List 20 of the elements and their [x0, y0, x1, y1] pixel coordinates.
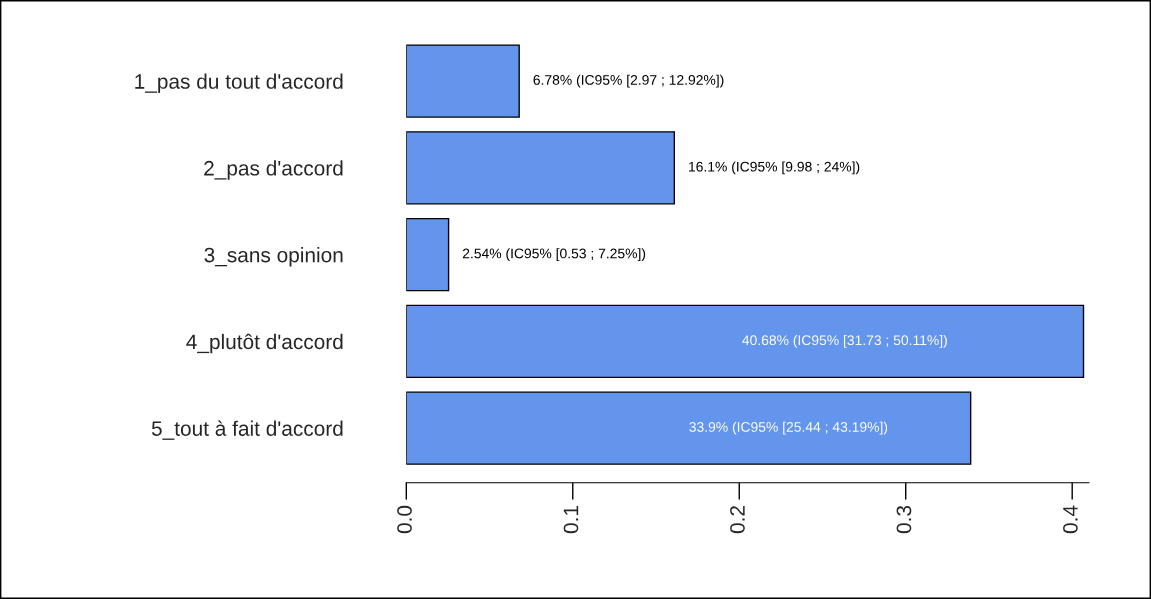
y-tick-label: 1_pas du tout d'accord — [135, 73, 343, 93]
bar — [406, 217, 450, 292]
y-tick-label: 2_pas d'accord — [204, 160, 343, 180]
data-label: 2.54% (IC95% [0.53 ; 7.25%]) — [462, 248, 646, 262]
data-label: 6.78% (IC95% [2.97 ; 12.92%]) — [533, 74, 724, 88]
bar — [406, 391, 972, 465]
data-label: 33.9% (IC95% [25.44 ; 43.19%]) — [689, 421, 888, 435]
x-tick-label: 0.2 — [730, 506, 745, 534]
x-tick-label: 0.0 — [397, 505, 412, 534]
x-tick-label: 0.3 — [896, 505, 912, 534]
data-label: 16.1% (IC95% [9.98 ; 24%]) — [689, 161, 860, 175]
y-tick-label: 5_tout à fait d'accord — [151, 420, 343, 440]
y-tick-label: 4_plutôt d'accord — [186, 333, 343, 354]
bar — [406, 44, 520, 118]
x-tick-label: 0.4 — [1063, 505, 1078, 534]
data-label: 40.68% (IC95% [31.73 ; 50.11%]) — [742, 334, 947, 348]
y-tick-label: 3_sans opinion — [204, 247, 343, 267]
x-tick-label: 0.1 — [563, 506, 579, 534]
bar — [406, 304, 1085, 379]
bar — [406, 131, 676, 205]
